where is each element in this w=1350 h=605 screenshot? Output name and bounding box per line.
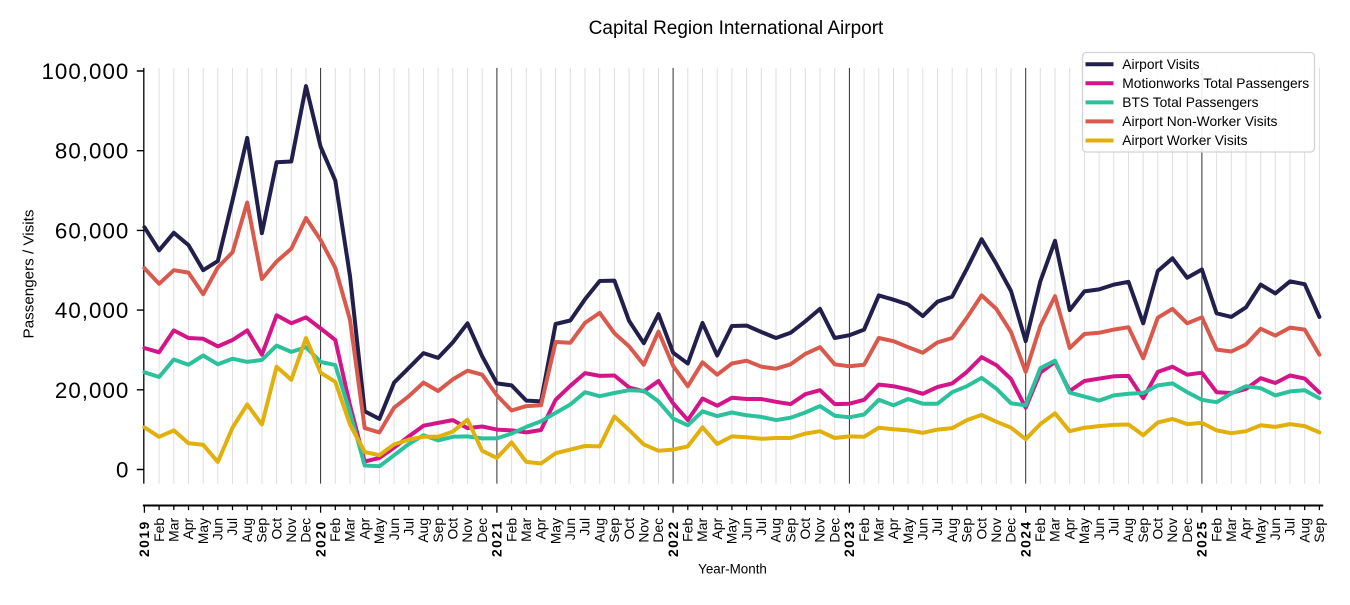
svg-text:Jun: Jun	[915, 518, 931, 540]
svg-text:Dec: Dec	[826, 518, 842, 543]
svg-text:Jul: Jul	[224, 518, 240, 536]
svg-text:Nov: Nov	[1164, 518, 1180, 543]
svg-text:Oct: Oct	[445, 518, 461, 540]
svg-text:Sep: Sep	[1135, 518, 1151, 543]
svg-text:Aug: Aug	[415, 518, 431, 543]
svg-text:Nov: Nov	[459, 518, 475, 543]
svg-text:Sep: Sep	[1311, 518, 1327, 543]
svg-text:20,000: 20,000	[55, 378, 130, 403]
svg-text:Apr: Apr	[885, 518, 901, 540]
svg-text:Feb: Feb	[151, 518, 167, 542]
svg-text:May: May	[195, 518, 211, 544]
svg-text:Oct: Oct	[268, 518, 284, 540]
svg-text:2023: 2023	[841, 520, 857, 557]
svg-text:May: May	[724, 518, 740, 544]
svg-text:Jun: Jun	[1091, 518, 1107, 540]
svg-text:Dec: Dec	[650, 518, 666, 543]
svg-text:40,000: 40,000	[55, 298, 130, 323]
svg-text:Nov: Nov	[283, 518, 299, 543]
svg-text:Apr: Apr	[356, 518, 372, 540]
svg-text:2020: 2020	[312, 520, 328, 557]
svg-text:Jul: Jul	[929, 518, 945, 536]
svg-text:Feb: Feb	[680, 518, 696, 542]
svg-text:Jul: Jul	[401, 518, 417, 536]
svg-text:Apr: Apr	[709, 518, 725, 540]
svg-text:Year-Month: Year-Month	[698, 562, 767, 577]
svg-text:Oct: Oct	[797, 518, 813, 540]
svg-text:Oct: Oct	[621, 518, 637, 540]
svg-text:May: May	[900, 518, 916, 544]
svg-text:Feb: Feb	[1208, 518, 1224, 542]
svg-text:Aug: Aug	[239, 518, 255, 543]
svg-text:2022: 2022	[665, 520, 681, 557]
svg-text:Capital Region International A: Capital Region International Airport	[589, 18, 884, 39]
svg-text:100,000: 100,000	[41, 59, 129, 84]
svg-text:Mar: Mar	[1223, 518, 1239, 542]
svg-text:Apr: Apr	[1238, 518, 1254, 540]
svg-text:Motionworks Total Passengers: Motionworks Total Passengers	[1122, 76, 1309, 91]
svg-text:Jun: Jun	[386, 518, 402, 540]
svg-text:Apr: Apr	[1061, 518, 1077, 540]
svg-text:May: May	[547, 518, 563, 544]
svg-text:Jul: Jul	[1106, 518, 1122, 536]
svg-text:BTS Total Passengers: BTS Total Passengers	[1122, 95, 1258, 110]
svg-text:Jun: Jun	[562, 518, 578, 540]
svg-text:Sep: Sep	[959, 518, 975, 543]
svg-text:Mar: Mar	[166, 518, 182, 542]
svg-text:Airport Worker Visits: Airport Worker Visits	[1122, 133, 1247, 148]
svg-text:Apr: Apr	[180, 518, 196, 540]
svg-text:Sep: Sep	[254, 518, 270, 543]
svg-text:Dec: Dec	[1003, 518, 1019, 543]
svg-text:Mar: Mar	[871, 518, 887, 542]
svg-text:Nov: Nov	[636, 518, 652, 543]
svg-text:Feb: Feb	[856, 518, 872, 542]
svg-text:Aug: Aug	[591, 518, 607, 543]
svg-text:Passengers / Visits: Passengers / Visits	[20, 209, 37, 338]
svg-text:Aug: Aug	[944, 518, 960, 543]
svg-text:2024: 2024	[1017, 520, 1033, 557]
svg-text:Jun: Jun	[738, 518, 754, 540]
svg-text:Feb: Feb	[327, 518, 343, 542]
svg-text:Dec: Dec	[298, 518, 314, 543]
svg-text:Mar: Mar	[694, 518, 710, 542]
svg-text:Jun: Jun	[210, 518, 226, 540]
svg-text:Mar: Mar	[518, 518, 534, 542]
svg-text:Aug: Aug	[1296, 518, 1312, 543]
svg-text:Dec: Dec	[474, 518, 490, 543]
svg-text:Apr: Apr	[533, 518, 549, 540]
svg-text:Airport Visits: Airport Visits	[1122, 57, 1199, 72]
svg-text:Mar: Mar	[342, 518, 358, 542]
svg-text:80,000: 80,000	[55, 139, 130, 164]
svg-text:Sep: Sep	[782, 518, 798, 543]
svg-text:Dec: Dec	[1179, 518, 1195, 543]
svg-text:May: May	[1076, 518, 1092, 544]
svg-text:Jun: Jun	[1267, 518, 1283, 540]
svg-text:Jul: Jul	[577, 518, 593, 536]
svg-text:Aug: Aug	[1120, 518, 1136, 543]
svg-text:Jul: Jul	[753, 518, 769, 536]
svg-text:Nov: Nov	[812, 518, 828, 543]
svg-text:Nov: Nov	[988, 518, 1004, 543]
svg-text:Sep: Sep	[606, 518, 622, 543]
svg-text:Feb: Feb	[503, 518, 519, 542]
svg-text:May: May	[371, 518, 387, 544]
svg-text:2025: 2025	[1194, 520, 1210, 557]
svg-text:Oct: Oct	[1150, 518, 1166, 540]
svg-text:Oct: Oct	[973, 518, 989, 540]
svg-text:2019: 2019	[136, 520, 152, 557]
svg-text:Sep: Sep	[430, 518, 446, 543]
svg-text:0: 0	[116, 458, 129, 483]
svg-text:Airport Non-Worker Visits: Airport Non-Worker Visits	[1122, 114, 1277, 129]
svg-text:Jul: Jul	[1282, 518, 1298, 536]
svg-text:May: May	[1252, 518, 1268, 544]
svg-text:Aug: Aug	[768, 518, 784, 543]
svg-text:60,000: 60,000	[55, 218, 130, 243]
svg-text:2021: 2021	[489, 520, 505, 557]
svg-text:Feb: Feb	[1032, 518, 1048, 542]
svg-text:Mar: Mar	[1047, 518, 1063, 542]
